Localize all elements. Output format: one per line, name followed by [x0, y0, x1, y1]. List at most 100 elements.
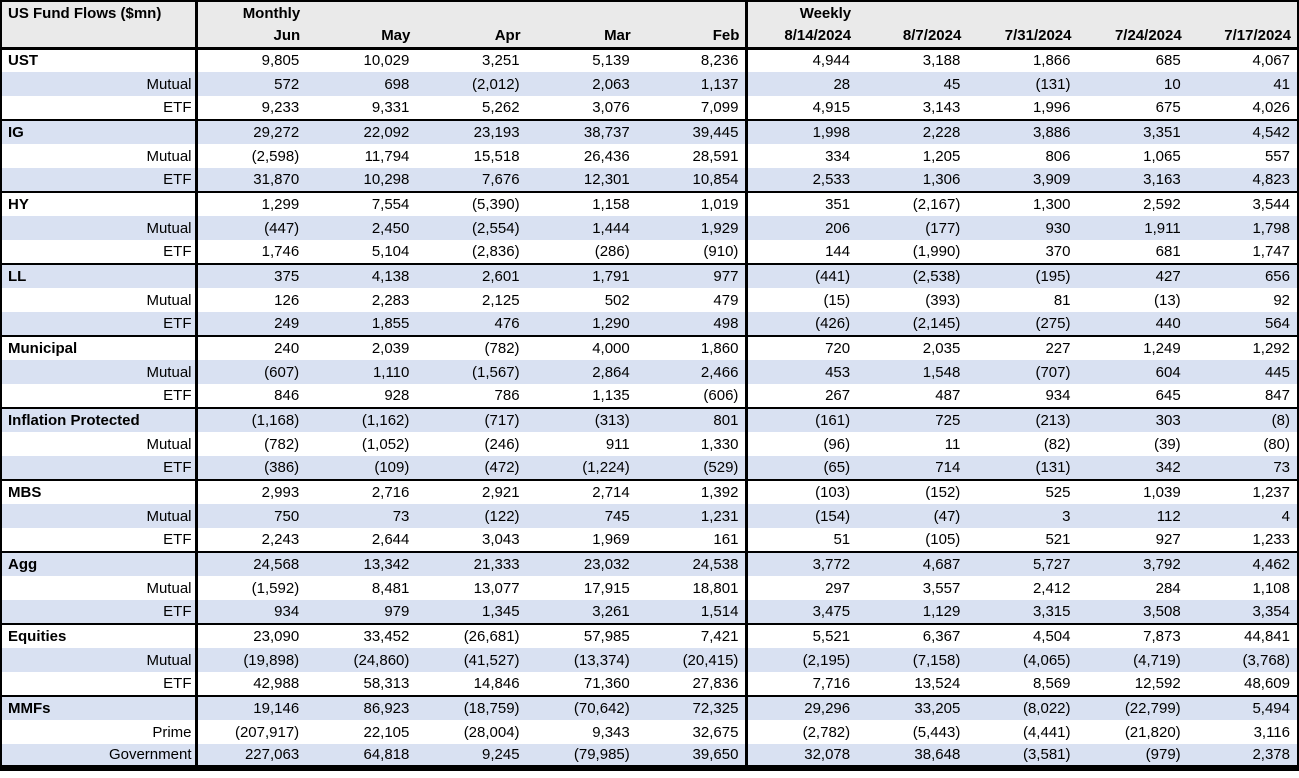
table-row: HY 1,299 7,554 (5,390) 1,158 1,019 351 (2,167) 1… — [1, 191, 1298, 216]
value-cell: 39,445 — [636, 119, 747, 144]
value-cell: 303 — [1077, 407, 1188, 432]
value-cell: 572 — [196, 72, 307, 96]
value-cell: 675 — [1155, 99, 1181, 116]
row-label-category: MMFs — [1, 695, 198, 720]
value-cell: 1,110 — [306, 360, 417, 384]
table-row: Mutual (782) (1,052) (246) 911 1,330 (96) 11 (82… — [1, 432, 1298, 456]
value-cell: (275) — [967, 312, 1078, 336]
value-cell: (3,768) — [1187, 648, 1298, 672]
value-cell: 32,675 — [692, 723, 739, 741]
row-label-category: UST — [1, 47, 198, 72]
value-cell: 8,569 — [1032, 675, 1071, 692]
value-cell: 1,300 — [967, 191, 1078, 216]
value-cell: 7,099 — [700, 99, 739, 116]
row-label-sub: Mutual — [1, 360, 198, 384]
value-cell: 1,345 — [416, 600, 527, 624]
value-cell: 7,716 — [745, 672, 858, 696]
value-cell: 5,262 — [482, 99, 520, 116]
value-cell: (20,415) — [636, 648, 747, 672]
value-cell: 3,475 — [745, 600, 858, 624]
column-header-row: Jun May Apr Mar Feb 8/14/2024 8/7/2024 7/31/202… — [1, 24, 1298, 50]
value-cell: 1,108 — [1252, 579, 1290, 597]
value-cell: 2,450 — [306, 216, 417, 240]
value-cell: (426) — [745, 312, 858, 336]
value-cell: (8,022) — [967, 695, 1078, 720]
value-cell: 1,911 — [1077, 216, 1188, 240]
value-cell: (2,538) — [857, 263, 968, 288]
value-cell: 3,772 — [745, 551, 858, 576]
value-cell: 846 — [274, 387, 300, 404]
value-cell: 9,805 — [196, 47, 307, 72]
value-cell: 1,299 — [196, 191, 307, 216]
value-cell: 22,092 — [306, 119, 417, 144]
value-cell: 4,067 — [1187, 47, 1298, 72]
column-header: 7/24/2024 — [1077, 24, 1188, 50]
value-cell: 86,923 — [306, 695, 417, 720]
value-cell: 32,078 — [745, 744, 858, 768]
value-cell: 801 — [636, 407, 747, 432]
value-cell: (154) — [745, 504, 858, 528]
value-cell: 7,676 — [416, 168, 527, 192]
row-label-sub: ETF — [1, 384, 198, 408]
value-cell: 58,313 — [363, 675, 410, 692]
value-cell: (529) — [636, 456, 747, 480]
table-row: ETF (386) (109) (472) (1,224) (529) (65) 714 (13… — [1, 456, 1298, 480]
row-label-sub: Mutual — [1, 72, 198, 96]
table-row: IG 29,272 22,092 23,193 38,737 39,445 1,998 2,2… — [1, 119, 1298, 144]
value-cell: (103) — [745, 479, 858, 504]
value-cell: 33,452 — [306, 623, 417, 648]
value-cell: 9,245 — [416, 744, 527, 768]
value-cell: (131) — [967, 72, 1078, 96]
value-cell: 3,315 — [967, 600, 1078, 624]
value-cell: 979 — [306, 600, 417, 624]
value-cell: 57,985 — [526, 623, 637, 648]
value-cell: 7,873 — [1077, 623, 1188, 648]
value-cell: 12,592 — [1134, 675, 1181, 692]
table-header: US Fund Flows ($mn) Monthly Weekly Jun Ma… — [1, 1, 1298, 50]
value-cell: (472) — [416, 456, 527, 480]
value-cell: 375 — [196, 263, 307, 288]
value-cell: 1,444 — [526, 216, 637, 240]
value-cell: 786 — [494, 387, 520, 404]
value-cell: 29,272 — [196, 119, 307, 144]
value-cell: (22,799) — [1077, 695, 1188, 720]
value-cell: (161) — [745, 407, 858, 432]
value-cell: 453 — [745, 360, 858, 384]
value-cell: 476 — [416, 312, 527, 336]
value-cell: 1,746 — [261, 243, 300, 260]
value-cell: 42,988 — [253, 675, 300, 692]
value-cell: 930 — [967, 216, 1078, 240]
table-row: ETF 249 1,855 476 1,290 498 (426) (2,145) (275) 4… — [1, 312, 1298, 336]
value-cell: 3,909 — [967, 168, 1078, 192]
value-cell: 39,650 — [636, 744, 747, 768]
table-row: Inflation Protected (1,168) (1,162) (717) (3… — [1, 407, 1298, 432]
value-cell: 977 — [636, 263, 747, 288]
value-cell: (1,592) — [251, 579, 300, 597]
value-cell: 4,944 — [745, 47, 858, 72]
row-label-sub: ETF — [1, 672, 198, 696]
value-cell: 38,648 — [857, 744, 968, 768]
value-cell: 8,236 — [636, 47, 747, 72]
row-label-category: IG — [1, 119, 198, 144]
value-cell: (3,581) — [967, 744, 1078, 768]
value-cell: (5,390) — [416, 191, 527, 216]
value-cell: (5,443) — [912, 723, 961, 741]
value-cell: 2,714 — [526, 479, 637, 504]
value-cell: 161 — [713, 531, 739, 548]
value-cell: 28,591 — [692, 147, 739, 165]
value-cell: 17,915 — [583, 579, 630, 597]
value-cell: 112 — [1077, 504, 1188, 528]
table-row: Prime (207,917) 22,105 (28,004) 9,343 32,675 (… — [1, 720, 1298, 744]
value-cell: (21,820) — [1124, 723, 1181, 741]
value-cell: (2,598) — [251, 147, 300, 165]
value-cell: 2,533 — [745, 168, 858, 192]
value-cell: 240 — [196, 335, 307, 360]
value-cell: 1,231 — [636, 504, 747, 528]
row-label-category: HY — [1, 191, 198, 216]
value-cell: 2,228 — [857, 119, 968, 144]
value-cell: 698 — [306, 72, 417, 96]
value-cell: 1,514 — [636, 600, 747, 624]
table-title: US Fund Flows ($mn) — [1, 1, 198, 50]
value-cell: 1,290 — [526, 312, 637, 336]
